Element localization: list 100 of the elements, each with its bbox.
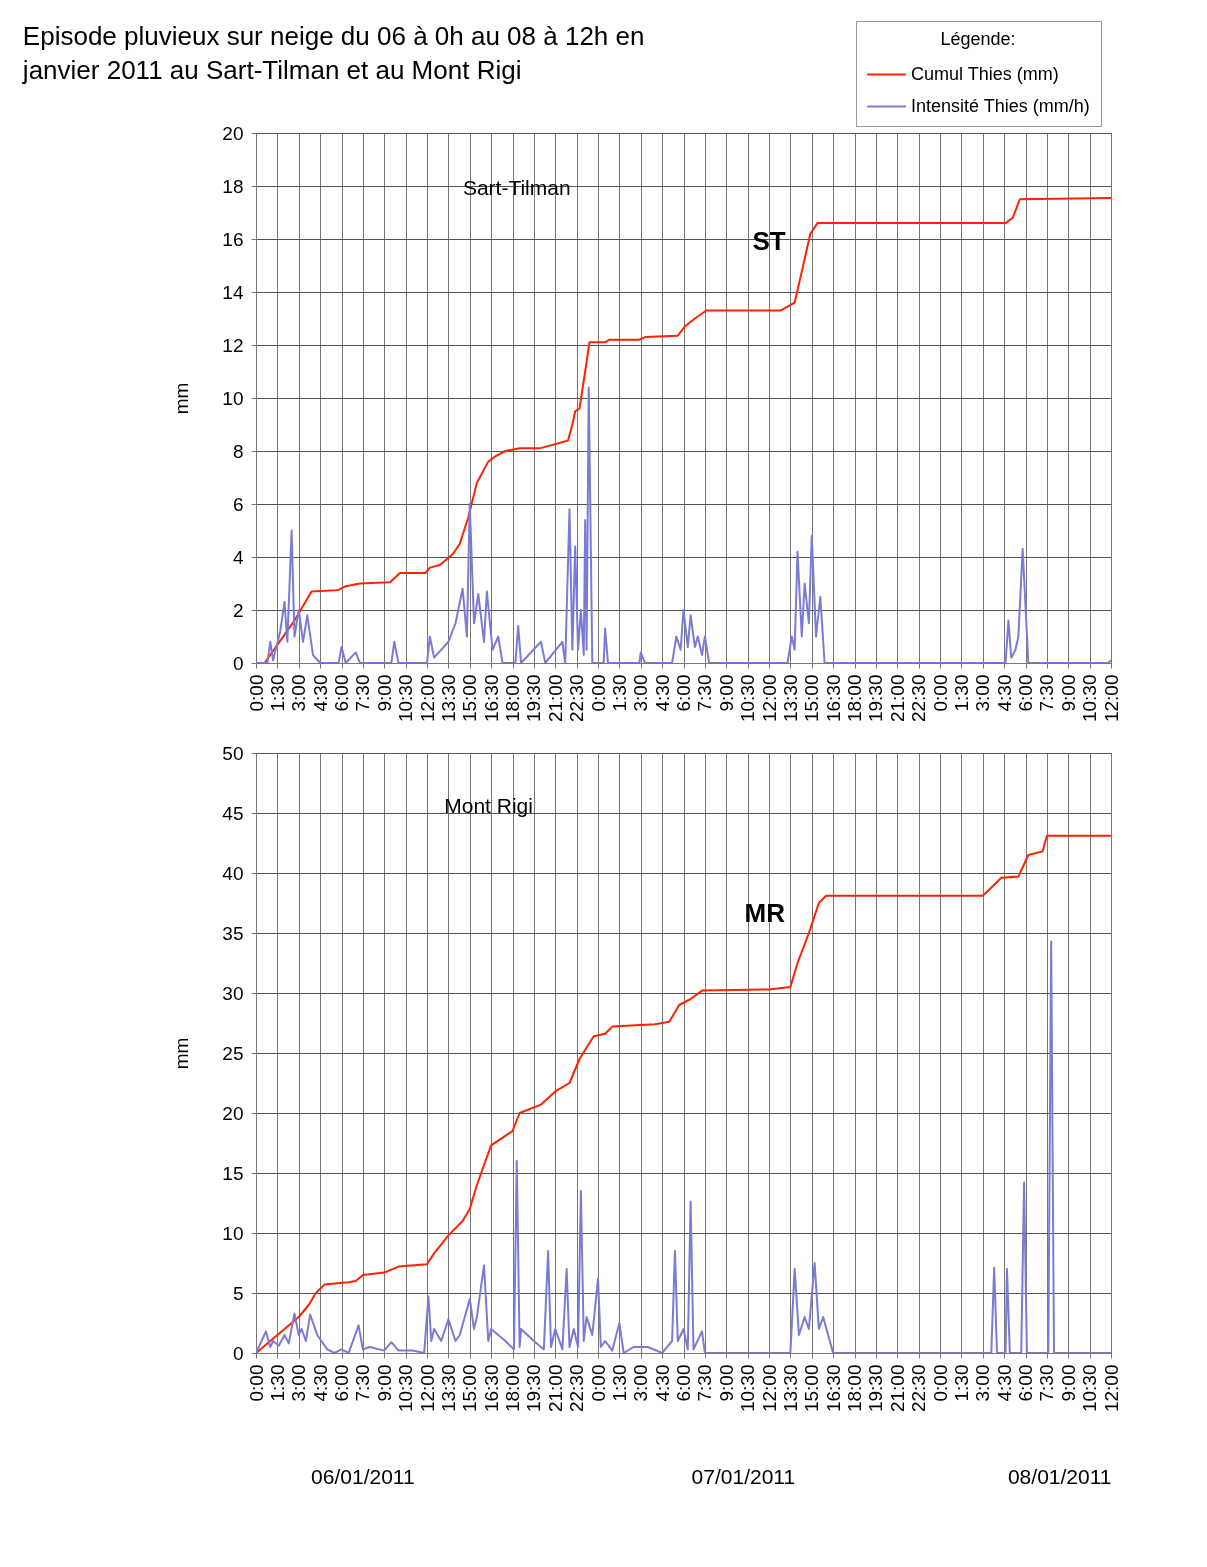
- y-tick-label: 0: [232, 652, 244, 674]
- y-tick-label: 50: [222, 742, 244, 764]
- x-tick-label: 18:00: [844, 674, 865, 723]
- x-tick-label: 13:30: [437, 1364, 459, 1413]
- x-tick-label: 21:00: [544, 674, 566, 723]
- y-tick-label: 45: [222, 802, 244, 824]
- x-tick-label: 6:00: [331, 1364, 352, 1402]
- x-tick-label: 12:00: [416, 674, 438, 723]
- x-tick-label: 0:00: [587, 674, 609, 712]
- x-tick-label: 10:30: [1079, 1364, 1101, 1413]
- x-tick-label: 19:30: [865, 1364, 887, 1413]
- x-tick-label: 18:00: [844, 1364, 865, 1413]
- x-tick-label: 3:00: [972, 674, 994, 712]
- x-tick-label: 10:30: [1079, 674, 1101, 723]
- x-tick-label: 1:30: [950, 1364, 972, 1402]
- x-tick-label: 3:00: [288, 674, 310, 712]
- y-tick-label: 18: [222, 175, 244, 197]
- y-tick-label: 5: [232, 1282, 244, 1304]
- annotation: MR: [744, 897, 786, 928]
- x-tick-label: 19:30: [865, 674, 887, 723]
- x-tick-label: 6:00: [673, 674, 694, 712]
- x-tick-label: 18:00: [502, 1364, 523, 1413]
- x-tick-label: 22:30: [908, 674, 930, 723]
- y-axis-title: mm: [171, 1037, 193, 1070]
- x-tick-label: 15:00: [801, 1364, 823, 1413]
- x-tick-label: 3:00: [630, 1364, 652, 1402]
- x-tick-label: 7:30: [694, 1364, 716, 1402]
- x-tick-label: 16:30: [822, 674, 844, 723]
- x-tick-label: 7:30: [694, 674, 716, 712]
- x-tick-label: 4:30: [993, 1364, 1015, 1402]
- x-tick-label: 0:00: [245, 1364, 267, 1402]
- legend-title: Légende:: [940, 29, 1016, 49]
- x-tick-label: 0:00: [929, 1364, 951, 1402]
- y-tick-label: 25: [222, 1042, 244, 1064]
- x-tick-label: 7:30: [1036, 1364, 1058, 1402]
- x-tick-label: 15:00: [459, 1364, 481, 1413]
- x-tick-label: 21:00: [886, 674, 908, 723]
- y-tick-label: 14: [222, 281, 244, 303]
- x-tick-label: 6:00: [1015, 674, 1036, 712]
- y-tick-label: 0: [232, 1342, 244, 1364]
- x-tick-label: 1:30: [608, 674, 630, 712]
- x-tick-label: 15:00: [801, 674, 823, 723]
- x-tick-label: 7:30: [1036, 674, 1058, 712]
- x-tick-label: 4:30: [309, 674, 331, 712]
- x-tick-label: 1:30: [608, 1364, 630, 1402]
- x-tick-label: 7:30: [352, 1364, 374, 1402]
- x-tick-label: 15:00: [459, 674, 481, 723]
- y-tick-label: 15: [222, 1162, 244, 1184]
- y-tick-label: 40: [222, 862, 244, 884]
- x-tick-label: 16:30: [480, 1364, 502, 1413]
- x-tick-label: 7:30: [352, 674, 374, 712]
- x-tick-label: 12:00: [1100, 674, 1122, 723]
- x-tick-label: 0:00: [587, 1364, 609, 1402]
- y-tick-label: 4: [232, 546, 244, 568]
- y-tick-label: 20: [222, 122, 244, 144]
- x-tick-label: 21:00: [886, 1364, 908, 1413]
- annotation: Mont Rigi: [444, 794, 533, 817]
- x-tick-label: 1:30: [950, 674, 972, 712]
- x-tick-label: 12:00: [758, 1364, 780, 1413]
- x-tick-label: 9:00: [373, 1364, 395, 1402]
- y-tick-label: 10: [222, 1222, 244, 1244]
- x-tick-label: 10:30: [737, 1364, 759, 1413]
- y-tick-label: 35: [222, 922, 244, 944]
- x-tick-label: 9:00: [715, 1364, 737, 1402]
- y-tick-label: 10: [222, 387, 244, 409]
- x-tick-label: 0:00: [245, 674, 267, 712]
- x-tick-label: 1:30: [266, 1364, 288, 1402]
- y-tick-label: 20: [222, 1102, 244, 1124]
- x-tick-label: 6:00: [673, 1364, 694, 1402]
- x-tick-label: 12:00: [758, 674, 780, 723]
- x-tick-label: 4:30: [309, 1364, 331, 1402]
- x-tick-label: 12:00: [1100, 1364, 1122, 1413]
- text: 07/01/2011: [691, 1465, 796, 1488]
- x-tick-label: 9:00: [373, 674, 395, 712]
- x-tick-label: 4:30: [993, 674, 1015, 712]
- text: 08/01/2011: [1007, 1465, 1112, 1488]
- x-tick-label: 16:30: [480, 674, 502, 723]
- x-tick-label: 12:00: [416, 1364, 438, 1413]
- legend-label: Intensité Thies (mm/h): [911, 95, 1090, 116]
- x-tick-label: 9:00: [1057, 1364, 1079, 1402]
- x-tick-label: 6:00: [331, 674, 352, 712]
- x-tick-label: 4:30: [651, 1364, 673, 1402]
- y-tick-label: 30: [222, 982, 244, 1004]
- x-tick-label: 10:30: [737, 674, 759, 723]
- x-tick-label: 10:30: [395, 1364, 417, 1413]
- x-tick-label: 3:00: [288, 1364, 310, 1402]
- x-tick-label: 18:00: [502, 674, 523, 723]
- x-tick-label: 9:00: [715, 674, 737, 712]
- x-tick-label: 21:00: [544, 1364, 566, 1413]
- y-tick-label: 16: [222, 228, 244, 250]
- y-tick-label: 6: [232, 493, 244, 515]
- x-tick-label: 3:00: [972, 1364, 994, 1402]
- x-tick-label: 13:30: [779, 1364, 801, 1413]
- x-tick-label: 0:00: [929, 674, 951, 712]
- x-tick-label: 22:30: [566, 1364, 588, 1413]
- legend-label: Cumul Thies (mm): [911, 63, 1059, 84]
- y-axis-title: mm: [171, 382, 193, 415]
- x-tick-label: 19:30: [523, 1364, 545, 1413]
- x-tick-label: 22:30: [566, 674, 588, 723]
- chart-title: Episode pluvieux sur neige du 06 à 0h au 08 à 12h en janvier 2011 au Sart-Tilman et au Mont Rigi: [21, 21, 645, 85]
